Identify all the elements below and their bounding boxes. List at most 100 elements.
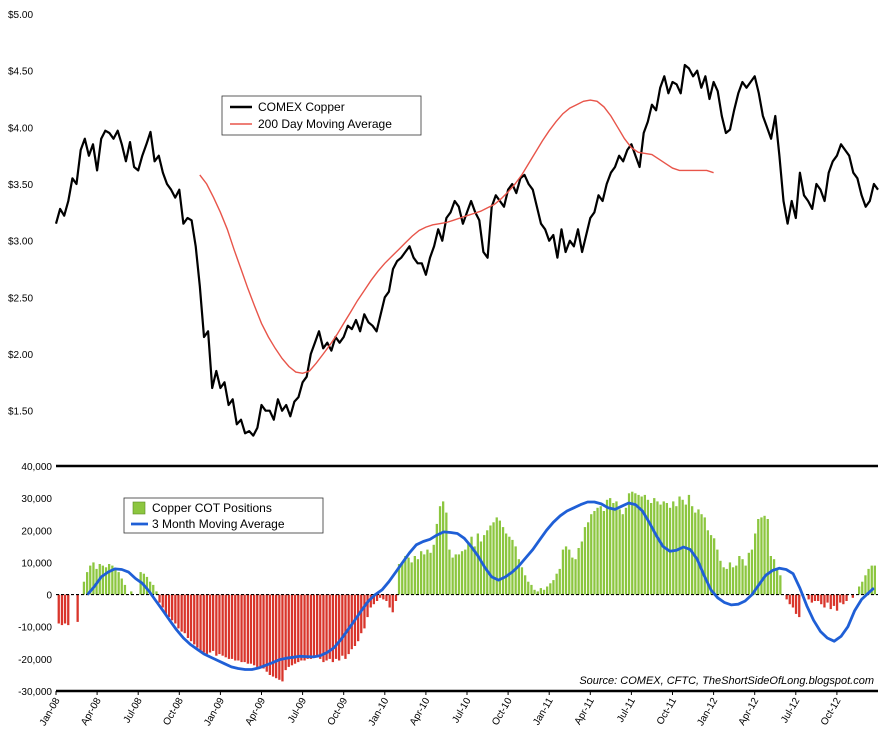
- cot-bar: [322, 594, 325, 663]
- cot-bar: [171, 594, 174, 621]
- cot-bar: [684, 504, 687, 595]
- cot-bar: [196, 594, 199, 648]
- cot-bar: [130, 591, 133, 595]
- cot-bar: [810, 594, 813, 603]
- cot-bar: [769, 556, 772, 595]
- cot-bar: [763, 515, 766, 595]
- cot-bar: [568, 549, 571, 595]
- xtick-label: Jul-12: [779, 696, 802, 725]
- cot-bar: [271, 594, 275, 677]
- cot-bar: [438, 506, 442, 595]
- price-ytick-label: $4.50: [8, 67, 33, 78]
- cot-bar: [678, 496, 681, 595]
- cot-bar: [476, 533, 479, 595]
- cot-bar: [744, 565, 747, 595]
- cot-bar: [807, 594, 810, 600]
- cot-bar: [388, 594, 391, 608]
- cot-bar: [193, 594, 196, 645]
- cot-bar: [643, 494, 646, 595]
- x-axis: Jan-08 Apr-08 Jul-08 Oct-08 Jan-09 Apr-09 Jul-…: [38, 691, 844, 728]
- cot-bar: [728, 562, 732, 595]
- cot-bar: [536, 591, 539, 595]
- cot-bar: [470, 536, 473, 595]
- cot-bar: [281, 594, 284, 682]
- cot-bar: [858, 586, 861, 595]
- cot-bar: [637, 494, 640, 595]
- cot-ytick-label: -20,000: [18, 655, 52, 666]
- cot-bar: [325, 594, 328, 661]
- price-ytick-label: $2.50: [8, 293, 33, 304]
- cot-bar: [426, 549, 429, 595]
- cot-bar: [189, 594, 193, 642]
- xtick-label: Oct-11: [655, 696, 679, 727]
- cot-bar: [76, 594, 79, 622]
- cot-bar: [309, 594, 312, 659]
- price-ytick-label: $1.50: [8, 407, 33, 418]
- cot-bar: [460, 551, 464, 595]
- cot-ytick-label: -10,000: [18, 623, 52, 634]
- cot-bar: [338, 594, 341, 661]
- cot-bar: [785, 594, 788, 600]
- cot-bar: [605, 499, 609, 595]
- cot-bar: [549, 583, 552, 595]
- cot-bar: [101, 565, 104, 595]
- cot-bar: [221, 594, 224, 656]
- cot-bar: [772, 559, 776, 595]
- cot-bar: [350, 594, 353, 650]
- cot-bar: [760, 517, 763, 595]
- cot-bar: [467, 543, 470, 595]
- cot-bar: [259, 594, 262, 669]
- cot-bar: [67, 594, 70, 626]
- xtick-label: Apr-11: [573, 696, 597, 727]
- cot-bar: [92, 562, 95, 595]
- cot-bar: [284, 594, 287, 671]
- cot-bar: [672, 501, 675, 595]
- cot-bar: [650, 503, 653, 595]
- cot-bar: [656, 501, 659, 595]
- cot-bar: [716, 549, 719, 595]
- price-legend: COMEX Copper 200 Day Moving Average: [221, 95, 422, 136]
- cot-bar: [719, 560, 722, 595]
- cot-bar: [738, 556, 741, 595]
- cot-bar: [596, 507, 599, 595]
- cot-bar: [722, 567, 725, 595]
- cot-bar: [164, 594, 167, 614]
- cot-bar: [624, 507, 628, 595]
- cot-bar: [577, 548, 580, 595]
- cot-bar: [511, 539, 514, 595]
- cot-bar: [486, 530, 489, 595]
- cot-bar: [845, 594, 848, 601]
- price-ytick-label: $2.00: [8, 350, 33, 361]
- cot-ytick-label: 0: [46, 591, 52, 602]
- legend-label-copper: COMEX Copper: [258, 100, 345, 114]
- cot-bar: [489, 525, 492, 595]
- cot-bar: [347, 594, 350, 655]
- cot-bar: [319, 594, 322, 659]
- cot-bar: [546, 586, 549, 595]
- cot-bar: [788, 594, 791, 605]
- cot-bar: [300, 594, 303, 661]
- cot-bar: [725, 568, 728, 595]
- cot-bar: [713, 538, 716, 595]
- cot-bar: [520, 567, 524, 595]
- cot-bar: [709, 535, 713, 595]
- cot-bar: [369, 594, 372, 608]
- cot-bar: [416, 559, 420, 595]
- cot-bar: [385, 594, 388, 601]
- cot-bar: [820, 594, 823, 605]
- cot-panel: -30,000 -20,000 -10,000 0 10,000 20,000 30,000…: [18, 462, 878, 698]
- cot-bar: [89, 565, 92, 595]
- cot-bar: [555, 573, 558, 595]
- cot-bar: [870, 565, 873, 595]
- cot-bar: [108, 564, 111, 595]
- cot-bar: [798, 594, 801, 618]
- cot-bar: [293, 594, 297, 664]
- cot-bar: [227, 594, 231, 659]
- cot-bar: [457, 554, 461, 595]
- cot-bar: [835, 594, 839, 611]
- cot-y-axis: -30,000 -20,000 -10,000 0 10,000 20,000 30,000…: [18, 462, 52, 698]
- cot-bar: [640, 496, 643, 595]
- cot-bar: [312, 594, 316, 658]
- cot-bar: [776, 568, 779, 595]
- cot-bar: [530, 584, 533, 595]
